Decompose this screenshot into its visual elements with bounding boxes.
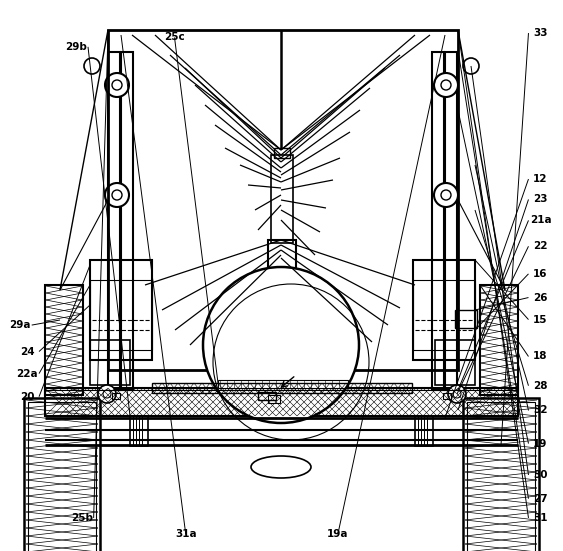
- Bar: [467, 402, 535, 551]
- Text: 18: 18: [533, 352, 548, 361]
- Circle shape: [98, 385, 116, 403]
- Bar: [90, 340, 130, 385]
- Bar: [463, 398, 539, 551]
- Bar: [24, 398, 100, 551]
- Bar: [258, 392, 276, 400]
- Bar: [432, 52, 444, 390]
- Bar: [121, 52, 133, 390]
- Text: 15: 15: [533, 315, 548, 325]
- Circle shape: [112, 190, 122, 200]
- Text: 22: 22: [533, 241, 548, 251]
- Text: 12: 12: [533, 174, 548, 184]
- Bar: [45, 285, 83, 395]
- Circle shape: [105, 73, 129, 97]
- Bar: [443, 393, 451, 399]
- Circle shape: [84, 58, 100, 74]
- Bar: [415, 416, 433, 446]
- Text: 30: 30: [533, 470, 548, 480]
- Text: 32: 32: [533, 406, 548, 415]
- Bar: [455, 310, 477, 328]
- Circle shape: [434, 73, 458, 97]
- Circle shape: [441, 190, 451, 200]
- Circle shape: [441, 80, 451, 90]
- Circle shape: [103, 390, 111, 398]
- Bar: [152, 383, 412, 393]
- Text: 21a: 21a: [530, 215, 551, 225]
- Bar: [435, 340, 475, 385]
- Bar: [108, 52, 120, 390]
- Text: 27: 27: [533, 494, 548, 504]
- Text: 22a: 22a: [16, 369, 38, 379]
- Bar: [45, 285, 83, 395]
- Text: 25c: 25c: [164, 33, 185, 42]
- Bar: [413, 260, 475, 360]
- Circle shape: [105, 183, 129, 207]
- Text: 28: 28: [533, 381, 548, 391]
- Text: 24: 24: [20, 347, 34, 356]
- Bar: [262, 363, 300, 385]
- Bar: [218, 380, 348, 388]
- Bar: [45, 388, 518, 416]
- Circle shape: [203, 267, 359, 423]
- Text: 29a: 29a: [9, 320, 30, 330]
- Text: 29b: 29b: [65, 42, 87, 52]
- Bar: [90, 280, 152, 350]
- Text: 19a: 19a: [327, 530, 348, 539]
- Bar: [445, 52, 457, 390]
- Circle shape: [453, 390, 461, 398]
- Bar: [480, 285, 518, 395]
- Text: 26: 26: [533, 293, 548, 302]
- Text: 23: 23: [533, 195, 548, 204]
- Bar: [108, 30, 458, 370]
- Bar: [274, 148, 290, 158]
- Text: 16: 16: [533, 269, 548, 279]
- Bar: [271, 155, 293, 243]
- Circle shape: [112, 80, 122, 90]
- Text: 31: 31: [533, 513, 548, 523]
- Ellipse shape: [251, 456, 311, 478]
- Bar: [112, 393, 120, 399]
- Text: 33: 33: [533, 28, 548, 38]
- Text: 20: 20: [20, 392, 34, 402]
- Bar: [90, 260, 152, 360]
- Circle shape: [448, 385, 466, 403]
- Bar: [130, 416, 148, 446]
- Circle shape: [463, 58, 479, 74]
- Bar: [28, 402, 96, 551]
- Circle shape: [434, 183, 458, 207]
- Bar: [268, 240, 296, 370]
- Bar: [413, 280, 475, 350]
- Text: 25b: 25b: [70, 513, 93, 523]
- Bar: [268, 395, 280, 403]
- Text: 31a: 31a: [175, 530, 196, 539]
- Text: 19: 19: [533, 439, 548, 449]
